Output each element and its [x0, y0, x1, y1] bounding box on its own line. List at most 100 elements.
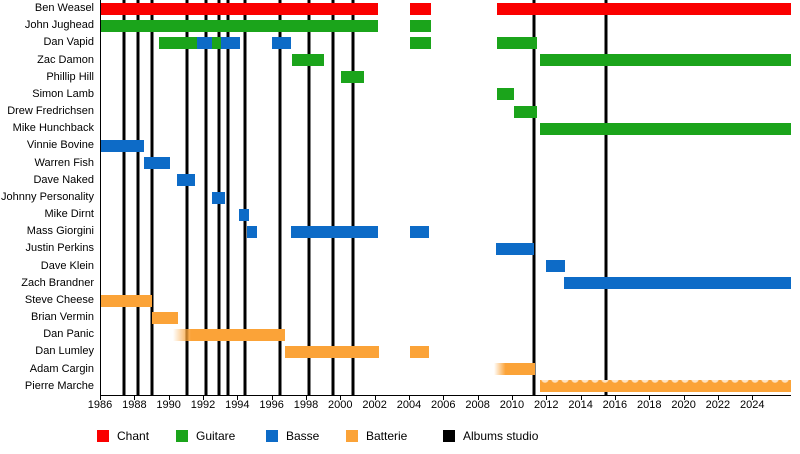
timeline-bar-guitare — [496, 88, 514, 101]
x-axis-tick — [305, 396, 307, 400]
x-axis-label: 1992 — [190, 399, 216, 411]
x-axis-label: 2012 — [534, 399, 559, 411]
x-axis-label: 2002 — [362, 399, 387, 411]
timeline-bar-batterie — [409, 346, 429, 359]
timeline-bar-chant — [101, 2, 379, 15]
member-label: John Jughead — [24, 19, 94, 32]
timeline-bar-batterie — [284, 346, 380, 359]
member-label: Dan Lumley — [35, 345, 94, 358]
legend-swatch-album — [443, 430, 455, 442]
timeline-bar-guitare — [341, 71, 364, 84]
x-axis-tick — [649, 396, 651, 400]
x-axis-label: 1994 — [225, 399, 250, 411]
x-axis-tick — [511, 396, 513, 400]
legend-label: Albums studio — [463, 429, 539, 443]
x-axis-tick — [546, 396, 548, 400]
album-line — [185, 0, 189, 395]
timeline-bar-basse — [176, 174, 196, 187]
x-axis-label: 2016 — [602, 399, 628, 411]
album-line — [122, 0, 126, 395]
timeline-bar-chant — [409, 2, 431, 15]
legend: Chant Guitare Basse Batterie Albums studio — [0, 429, 800, 449]
album-line — [204, 0, 208, 395]
timeline-bar-guitare — [211, 36, 222, 49]
x-axis-tick — [683, 396, 685, 400]
x-axis-tick — [340, 396, 342, 400]
album-line — [136, 0, 140, 395]
album-line — [307, 0, 311, 395]
timeline-bar-guitare — [540, 122, 791, 135]
album-line — [331, 0, 335, 395]
x-axis-tick — [168, 396, 170, 400]
x-axis-tick — [408, 396, 410, 400]
legend-label: Batterie — [366, 429, 408, 443]
timeline-bar-guitare — [540, 54, 791, 67]
legend-item-chant: Chant — [97, 429, 149, 443]
timeline-bar-basse — [221, 36, 241, 49]
x-axis-label: 2014 — [568, 399, 593, 411]
x-axis-tick — [134, 396, 136, 400]
member-label: Adam Cargin — [29, 362, 94, 375]
timeline-bar-basse — [197, 36, 212, 49]
x-axis-label: 2018 — [637, 399, 662, 411]
x-axis-label: 2010 — [499, 399, 525, 411]
x-axis-tick — [477, 396, 479, 400]
timeline-bar-guitare — [513, 105, 537, 118]
timeline-bar-basse — [564, 277, 791, 290]
x-axis-label: 2024 — [739, 399, 765, 411]
member-label: Mike Dirnt — [44, 208, 94, 221]
x-axis-tick — [580, 396, 582, 400]
album-line — [278, 0, 282, 395]
x-axis-tick — [614, 396, 616, 400]
x-axis-label: 2022 — [705, 399, 731, 411]
x-axis-label: 1990 — [156, 399, 181, 411]
member-label: Johnny Personality — [1, 190, 94, 203]
legend-swatch-chant — [97, 430, 109, 442]
x-axis-label: 2006 — [431, 399, 456, 411]
timeline-bar-chant — [496, 2, 791, 15]
member-label: Simon Lamb — [32, 87, 94, 100]
timeline-bar-guitare — [409, 19, 431, 32]
timeline-bar-basse — [495, 243, 534, 256]
member-label: Dan Panic — [43, 328, 94, 341]
album-line — [532, 0, 536, 395]
x-axis-tick — [237, 396, 239, 400]
member-label: Zac Damon — [37, 53, 94, 66]
x-axis-label: 2004 — [396, 399, 422, 411]
album-line — [351, 0, 355, 395]
album-line — [243, 0, 247, 395]
album-line — [604, 0, 608, 395]
member-label: Ben Weasel — [34, 2, 94, 14]
member-label: Dave Klein — [40, 259, 94, 272]
member-label: Pierre Marche — [24, 379, 94, 392]
x-axis-label: 1998 — [293, 399, 319, 411]
x-axis-tick — [374, 396, 376, 400]
x-axis-label: 1996 — [259, 399, 284, 411]
member-label: Mass Giorgini — [26, 225, 94, 238]
x-axis-tick — [202, 396, 204, 400]
member-label: Brian Vermin — [31, 311, 94, 324]
member-label: Dave Naked — [33, 173, 94, 186]
member-label: Mike Hunchback — [12, 122, 94, 135]
album-line — [150, 0, 154, 395]
legend-item-batterie: Batterie — [346, 429, 407, 443]
timeline-bar-guitare — [159, 36, 198, 49]
timeline-bar-basse — [290, 225, 379, 238]
member-label: Drew Fredrichsen — [7, 105, 94, 118]
timeline-plot-area — [100, 0, 791, 396]
member-label: Warren Fish — [34, 156, 95, 169]
legend-label: Chant — [117, 429, 150, 443]
x-axis-label: 2008 — [465, 399, 490, 411]
timeline-bar-batterie — [152, 311, 179, 324]
timeline-bar-basse — [239, 208, 249, 221]
legend-label: Guitare — [196, 429, 236, 443]
legend-swatch-batterie — [346, 430, 358, 442]
x-axis-label: 2000 — [328, 399, 353, 411]
member-name-column: Ben Weasel John Jughead Dan Vapid Zac Damon… — [0, 0, 97, 395]
timeline-bar-batterie — [494, 363, 536, 376]
x-axis-tick — [100, 396, 101, 400]
x-axis-label: 1986 — [87, 399, 113, 411]
x-axis-tick — [752, 396, 754, 400]
member-label: Phillip Hill — [46, 70, 94, 83]
